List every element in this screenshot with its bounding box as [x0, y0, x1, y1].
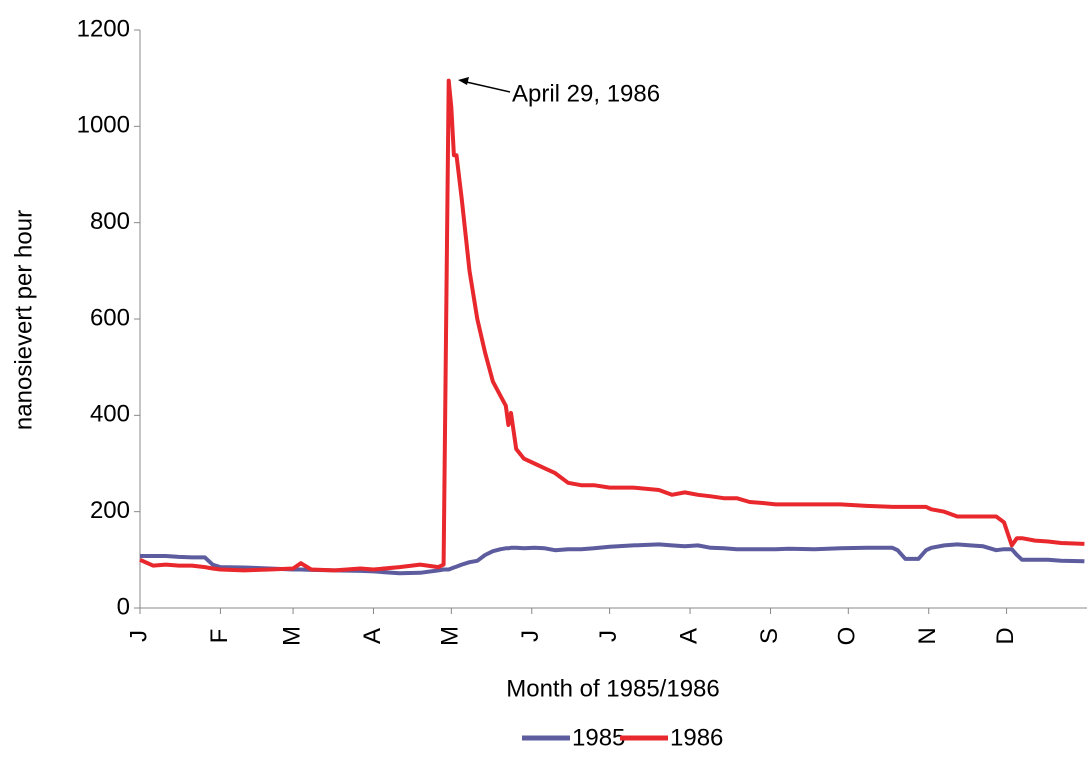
annotation: April 29, 1986 [512, 80, 660, 107]
series-line [139, 78, 1085, 573]
y-tick-label: 200 [90, 497, 130, 524]
y-tick-label: 0 [117, 593, 130, 620]
y-tick-label: 800 [90, 208, 130, 235]
x-tick-label: A [359, 628, 386, 644]
annotation-arrowhead [458, 77, 469, 85]
y-tick-label: 600 [90, 304, 130, 331]
legend-label: 1986 [670, 724, 723, 751]
x-axis-label: Month of 1985/1986 [506, 675, 720, 702]
annotation-arrow [461, 80, 511, 93]
x-tick-label: J [595, 630, 622, 642]
y-axis-label: nanosievert per hour [10, 210, 37, 430]
y-tick-label: 1200 [77, 15, 130, 42]
x-tick-label: D [992, 627, 1019, 644]
y-tick-label: 400 [90, 401, 130, 428]
x-tick-label: J [517, 630, 544, 642]
x-tick-label: J [125, 630, 152, 642]
x-tick-label: M [437, 626, 464, 646]
x-tick-label: A [675, 628, 702, 644]
x-tick-label: N [914, 627, 941, 644]
x-tick-label: S [756, 628, 783, 644]
y-tick-label: 1000 [77, 112, 130, 139]
x-tick-label: M [278, 626, 305, 646]
x-tick-label: O [834, 627, 861, 646]
x-tick-label: F [206, 629, 233, 644]
legend-label: 1985 [572, 724, 625, 751]
